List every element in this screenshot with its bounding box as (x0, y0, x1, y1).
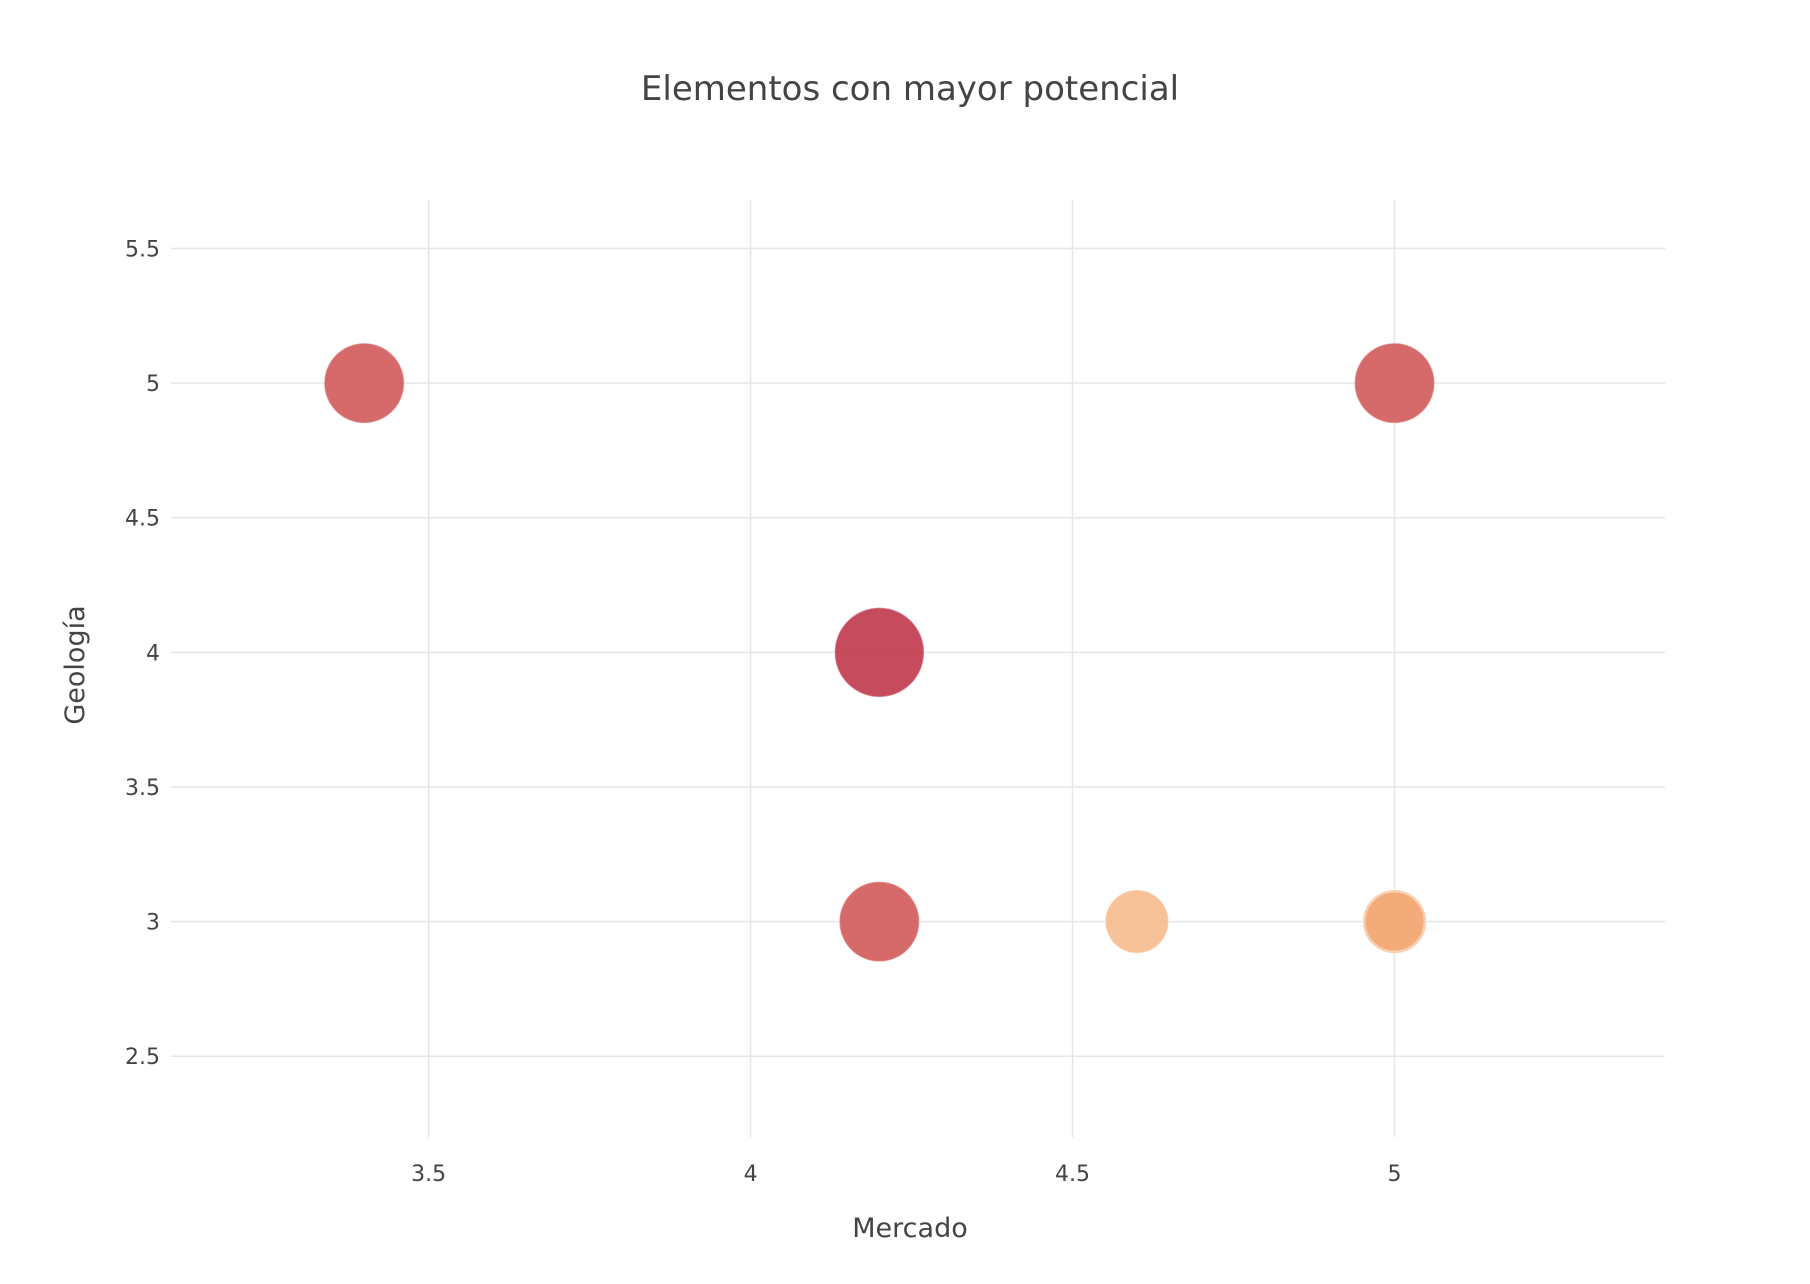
y-axis-title: Geología (60, 605, 91, 724)
x-tick-label: 3.5 (411, 1162, 446, 1187)
data-point[interactable] (323, 342, 405, 424)
y-tick-label: 2.5 (125, 1045, 160, 1070)
y-tick-label: 3 (146, 911, 160, 936)
x-tick-label: 4 (744, 1162, 758, 1187)
y-tick-label: 4 (146, 641, 160, 666)
tick-layer: 3.5 4 4.5 5 2.5 3 3.5 4 4.5 5 5.5 (125, 237, 1402, 1187)
data-point[interactable] (833, 606, 925, 698)
y-tick-label: 3.5 (125, 776, 160, 801)
data-point[interactable] (1353, 342, 1436, 424)
y-tick-label: 5.5 (125, 237, 160, 262)
data-point[interactable] (838, 880, 921, 963)
chart-title: Elementos con mayor potencial (641, 69, 1179, 109)
x-axis-title: Mercado (852, 1213, 967, 1244)
data-point[interactable] (1104, 889, 1170, 954)
y-tick-label: 5 (146, 372, 160, 397)
x-tick-label: 4.5 (1055, 1162, 1090, 1187)
data-point[interactable] (1364, 891, 1425, 953)
point-layer (323, 342, 1436, 963)
y-tick-label: 4.5 (125, 507, 160, 532)
x-tick-label: 5 (1388, 1162, 1402, 1187)
